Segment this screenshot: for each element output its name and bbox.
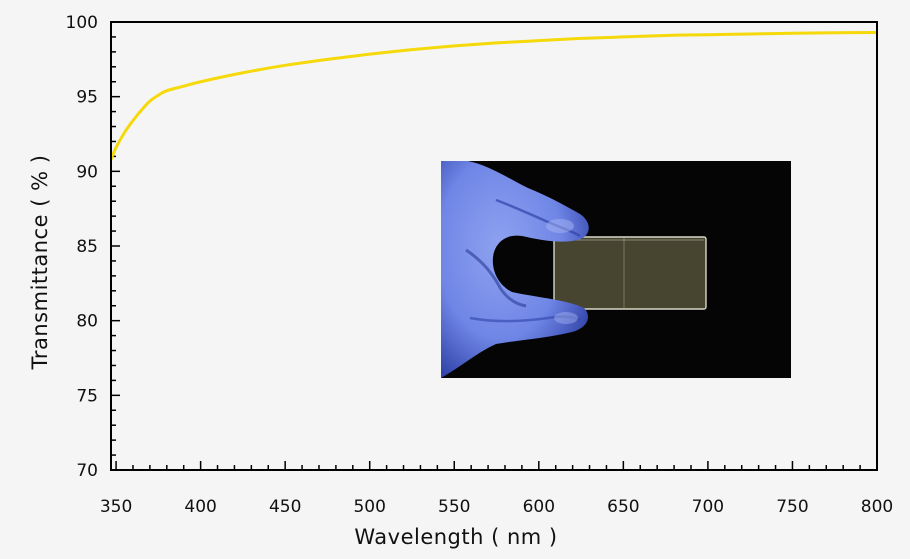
y-tick-label: 100: [66, 13, 98, 33]
y-tick-label: 80: [76, 312, 98, 332]
inset-photo: [441, 161, 791, 378]
y-tick-label: 85: [76, 237, 98, 257]
series-layer: [111, 30, 877, 161]
y-tick-label: 75: [76, 386, 98, 406]
x-tick-label: 400: [184, 497, 216, 517]
y-tick-label: 70: [76, 461, 98, 481]
y-axis-tick-labels: 70 75 80 85 90 95 100: [66, 13, 98, 481]
x-axis-tick-labels: 350 400 450 500 550 600 650 700 750 800: [100, 497, 893, 517]
x-tick-label: 350: [100, 497, 132, 517]
x-tick-label: 450: [269, 497, 301, 517]
x-tick-label: 800: [861, 497, 893, 517]
x-tick-label: 500: [353, 497, 385, 517]
x-tick-label: 600: [523, 497, 555, 517]
x-tick-label: 750: [776, 497, 808, 517]
y-tick-label: 95: [76, 88, 98, 108]
y-axis-title: Transmittance ( % ): [28, 155, 52, 371]
x-tick-label: 550: [438, 497, 470, 517]
glass-slide: [553, 236, 707, 310]
x-axis-title: Wavelength ( nm ): [354, 525, 557, 549]
plot-frame: [110, 21, 878, 471]
x-tick-label: 700: [692, 497, 724, 517]
transmittance-series-line: [111, 30, 877, 161]
gloved-hand: [441, 161, 589, 378]
x-tick-label: 650: [607, 497, 639, 517]
y-tick-label: 90: [76, 162, 98, 182]
